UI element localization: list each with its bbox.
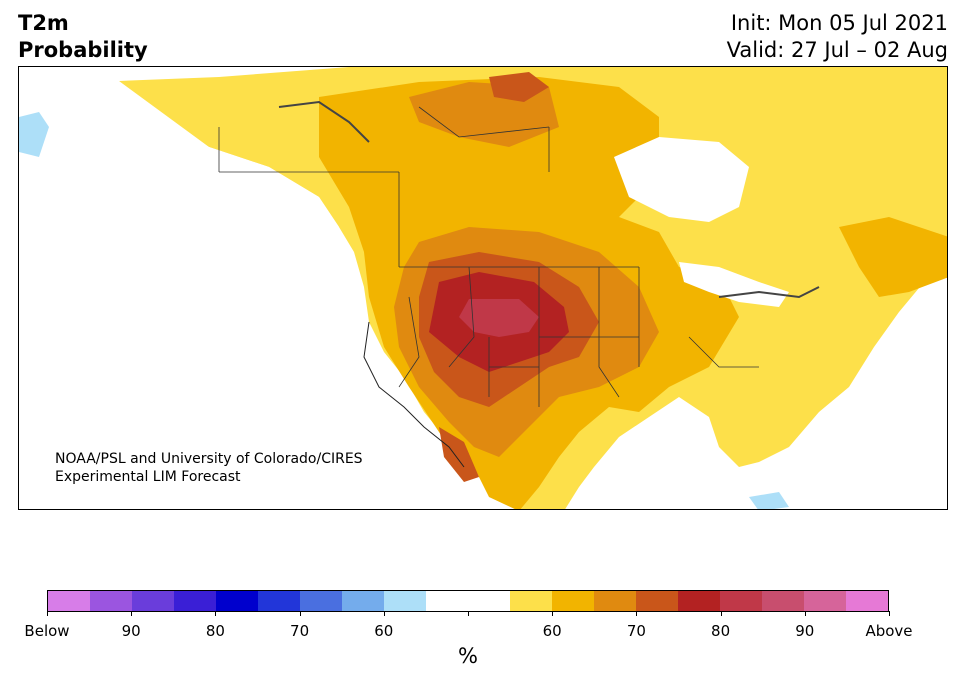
colorbar-tick-label: 60 [374, 622, 394, 640]
colorbar-segment [174, 591, 216, 611]
colorbar-segment [90, 591, 132, 611]
colorbar-segment [426, 591, 468, 611]
colorbar-segment [552, 591, 594, 611]
river-line [278, 100, 370, 143]
colorbar-tick [215, 611, 217, 616]
colorbar-tick [131, 611, 133, 616]
prob-75-baja [439, 427, 479, 482]
colorbar-segment [216, 591, 258, 611]
alaska-blank [19, 81, 339, 227]
colorbar-segment [846, 591, 888, 611]
colorbar-tick [889, 611, 890, 616]
colorbar-segment [468, 591, 510, 611]
colorbar-tick-label: 60 [542, 622, 562, 640]
north-america-map [19, 67, 947, 509]
colorbar-segment [258, 591, 300, 611]
colorbar-tick [552, 611, 554, 616]
credit-line-1: NOAA/PSL and University of Colorado/CIRE… [55, 451, 363, 467]
colorbar-tick [804, 611, 806, 616]
colorbar-segment [678, 591, 720, 611]
colorbar-segment [300, 591, 342, 611]
colorbar-segment [720, 591, 762, 611]
colorbar-tick [299, 611, 301, 616]
colorbar-segment [384, 591, 426, 611]
blue-patch-east [749, 492, 789, 509]
colorbar-tick-label: 90 [795, 622, 815, 640]
colorbar-tick [468, 611, 469, 616]
colorbar-tick [383, 611, 385, 616]
colorbar-tick-label: Below [24, 622, 70, 640]
colorbar-segment [132, 591, 174, 611]
colorbar-tick-label: Above [865, 622, 913, 640]
colorbar-tick [47, 611, 48, 616]
colorbar-segment [594, 591, 636, 611]
colorbar-segment [636, 591, 678, 611]
chart-title: T2m Probability [18, 10, 148, 64]
colorbar-unit: % [458, 644, 478, 668]
colorbar-segment [804, 591, 846, 611]
title-line-1: T2m [18, 11, 69, 35]
hudson-bay [614, 137, 749, 222]
colorbar-tick-label: 70 [626, 622, 646, 640]
colorbar-segment [762, 591, 804, 611]
colorbar-segment [510, 591, 552, 611]
colorbar-tick [720, 611, 722, 616]
colorbar-tick-label: 90 [121, 622, 141, 640]
colorbar [47, 590, 889, 612]
credit-text: NOAA/PSL and University of Colorado/CIRE… [55, 450, 363, 486]
credit-line-2: Experimental LIM Forecast [55, 469, 241, 485]
prob-60-east [839, 217, 947, 297]
great-lakes [679, 262, 789, 307]
blue-patch-west [19, 112, 49, 157]
colorbar-tick-label: 80 [711, 622, 731, 640]
date-block: Init: Mon 05 Jul 2021 Valid: 27 Jul – 02… [727, 10, 948, 64]
init-date: Init: Mon 05 Jul 2021 [730, 11, 948, 35]
colorbar-segment [48, 591, 90, 611]
prob-75-north [489, 72, 549, 102]
colorbar-tick-label: 80 [205, 622, 225, 640]
river-line-east [718, 286, 820, 299]
map-panel [18, 66, 948, 510]
colorbar-tick [636, 611, 638, 616]
coastline [363, 321, 465, 468]
title-line-2: Probability [18, 38, 148, 62]
colorbar-tick-label: 70 [290, 622, 310, 640]
prob-85-core [459, 299, 539, 337]
colorbar-segment [342, 591, 384, 611]
boundary-lines [218, 106, 759, 407]
valid-date: Valid: 27 Jul – 02 Aug [726, 38, 948, 62]
